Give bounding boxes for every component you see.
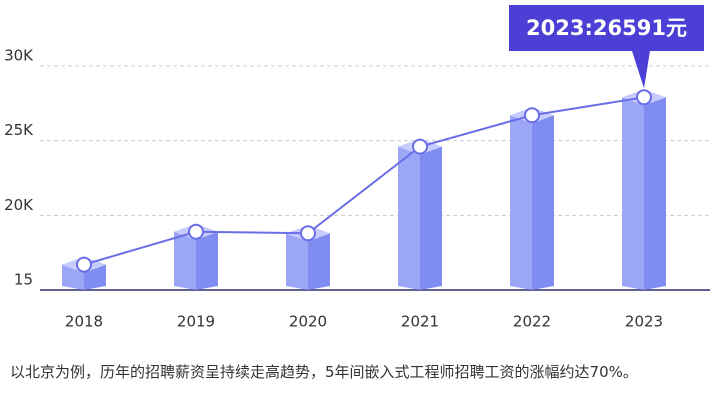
annotation: 2023:26591元 [526, 16, 687, 40]
bar-face [196, 231, 218, 290]
annotation-box [509, 5, 704, 51]
bar-face [510, 115, 532, 290]
bar [622, 89, 666, 291]
y-tick-label: 25K [4, 121, 34, 139]
annotation-pointer [632, 51, 650, 89]
bar-face [532, 115, 554, 290]
bar-face [308, 233, 330, 290]
x-tick-label: 2020 [289, 313, 327, 331]
point [524, 107, 540, 124]
line [83, 96, 645, 266]
bar-face [622, 97, 644, 291]
x-tick-label: 2022 [513, 313, 551, 331]
bar-face [644, 97, 666, 291]
bar-face [286, 233, 308, 290]
x-tick-label: 2019 [177, 313, 215, 331]
bar-face [398, 146, 420, 290]
bar [398, 138, 442, 290]
bar-face [84, 264, 106, 290]
bar-face [62, 264, 84, 290]
bar [510, 107, 554, 290]
x-tick-label: 2023 [625, 313, 663, 331]
point [188, 223, 204, 240]
point [300, 225, 316, 242]
y-tick-label: 30K [4, 46, 34, 64]
y-tick-label: 20K [4, 196, 34, 214]
point [636, 89, 652, 106]
x-tick-label: 2021 [401, 313, 439, 331]
caption: 以北京为例，历年的招聘薪资呈持续走高趋势，5年间嵌入式工程师招聘工资的涨幅约达7… [10, 363, 638, 381]
bar [286, 225, 330, 290]
point [76, 256, 92, 273]
bar [174, 223, 218, 290]
bar-face [174, 231, 196, 290]
bar-face [420, 146, 442, 290]
x-tick-label: 2018 [65, 313, 103, 331]
y-tick-label: 15 [14, 271, 33, 289]
point [412, 138, 428, 155]
